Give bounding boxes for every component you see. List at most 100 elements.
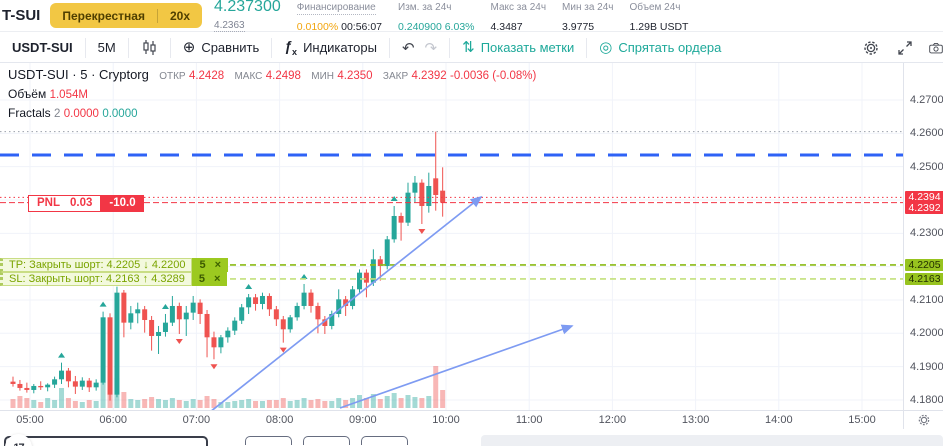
candle	[65, 370, 71, 382]
candle	[59, 370, 65, 380]
volume-bar	[162, 400, 168, 408]
low-24h-stat: Мин за 24ч 3.9775	[562, 0, 613, 36]
change-24h-pct: 6.03%	[444, 20, 475, 33]
candle	[336, 299, 342, 314]
price-chart[interactable]: USDT-SUI · 5 · Cryptorg ОТКР 4.2428 МАКС…	[0, 63, 903, 446]
toolbar-separator	[586, 37, 588, 58]
fractal-down-marker	[279, 347, 287, 353]
pnl-percent: -10.0	[101, 194, 144, 212]
volume-bar	[329, 401, 335, 408]
screenshot-button[interactable]	[929, 38, 943, 58]
volume-bar	[211, 399, 217, 408]
margin-mode[interactable]: Перекрестная	[62, 8, 145, 23]
range-button[interactable]	[361, 436, 408, 445]
fractals-label: Fractals	[8, 106, 51, 120]
volume-bar	[336, 398, 342, 408]
tp-text: TP: Закрыть шорт: 4.2205 ↓ 4.2200	[0, 257, 193, 272]
low-label: МИН	[311, 71, 335, 82]
camera-icon	[929, 42, 943, 53]
volume-bar	[253, 401, 259, 408]
volume-bar	[363, 398, 369, 408]
legend-fractals-row: Fractals 2 0.0000 0.0000	[8, 106, 536, 120]
volume-bar	[280, 398, 286, 408]
chart-style-button[interactable]	[129, 33, 170, 62]
sl-text: SL: Закрыть шорт: 4.2163 ↑ 4.3289	[0, 271, 192, 286]
volume-bar	[17, 396, 23, 408]
date-range-button[interactable]	[4, 436, 208, 446]
candle	[363, 272, 369, 283]
volume-bar	[225, 402, 231, 408]
candle	[197, 302, 203, 314]
drawings-layer[interactable]	[210, 195, 574, 410]
candle	[183, 312, 189, 320]
candle	[128, 313, 134, 323]
candle	[45, 384, 51, 388]
leverage-badge[interactable]: Перекрестная 20x	[50, 3, 203, 28]
sl-close-button[interactable]: ×	[212, 271, 228, 286]
candle	[343, 299, 349, 306]
candle	[426, 185, 432, 206]
price-badge: 4.2392	[905, 201, 943, 214]
volume-bar	[135, 400, 141, 408]
candle	[350, 289, 356, 306]
volume-bar	[273, 400, 279, 408]
range-button[interactable]	[303, 436, 350, 445]
show-labels-button[interactable]: ⇅ Показать метки	[450, 33, 586, 62]
fullscreen-button[interactable]	[895, 38, 915, 58]
open-value: 4.2428	[188, 70, 225, 82]
settings-button[interactable]	[861, 38, 881, 58]
chart-toolbar: USDT-SUI 5M ⊕ Сравнить ƒx Индикаторы ↶ ↷…	[0, 33, 943, 63]
volume-bar	[72, 401, 78, 408]
price-tick: 4.2700	[910, 94, 943, 106]
stop-loss-order[interactable]: SL: Закрыть шорт: 4.2163 ↑ 4.3289 5 ×	[0, 271, 228, 286]
trend-arrow	[211, 195, 483, 410]
bottom-panel	[481, 435, 943, 446]
candle	[211, 337, 217, 348]
price-tick: 4.2300	[910, 227, 943, 240]
axis-settings-corner[interactable]	[903, 410, 943, 429]
volume-bar	[142, 399, 148, 408]
hide-orders-button[interactable]: ◎ Спрятать ордера	[587, 33, 733, 62]
close-label: ЗАКР	[382, 71, 409, 82]
axis-gear-icon	[918, 414, 929, 426]
volume-bar	[190, 399, 196, 408]
candle	[301, 292, 307, 306]
volume-bar	[10, 399, 16, 408]
price-axis[interactable]: 4.2700 4.2600 4.2500 4.2300 4.2100 4.2000 4.19…	[903, 63, 943, 410]
take-profit-order[interactable]: TP: Закрыть шорт: 4.2205 ↓ 4.2200 5 ×	[0, 257, 229, 272]
candle	[142, 309, 148, 320]
candle	[329, 313, 335, 326]
candle	[38, 385, 44, 388]
redo-button[interactable]: ↷	[424, 39, 438, 57]
candle	[107, 317, 113, 395]
high-label: МАКС	[234, 71, 263, 82]
candle	[72, 381, 78, 387]
indicators-button[interactable]: ƒx Индикаторы	[272, 33, 389, 62]
position-pnl-label[interactable]: PNL 0.03 -10.0	[28, 194, 144, 212]
interval-button[interactable]: 5M	[97, 40, 116, 55]
fractals-param: 2	[54, 108, 61, 120]
tradingview-logo[interactable]: 17	[5, 434, 32, 446]
low-value: 4.2350	[337, 70, 373, 82]
fractal-down-marker	[418, 228, 426, 234]
bottom-toolbar-cutoff	[0, 429, 943, 446]
volume-bar	[315, 399, 321, 408]
undo-button[interactable]: ↶	[401, 39, 415, 57]
candle	[31, 385, 37, 390]
time-axis[interactable]: 05:00 06:00 07:00 08:00 09:00 10:00 11:00 12:00…	[0, 410, 903, 429]
price-tick: 4.2500	[910, 160, 943, 173]
volume-value: 1.054M	[49, 89, 88, 101]
symbol-button[interactable]: USDT-SUI	[12, 40, 73, 55]
volume-bar	[65, 398, 71, 408]
toolbar-separator	[449, 37, 451, 58]
volume-bar	[86, 400, 92, 408]
price-tick: 4.1900	[910, 360, 943, 373]
tp-close-button[interactable]: ×	[212, 257, 229, 272]
range-button[interactable]	[245, 436, 292, 445]
candle	[169, 305, 175, 323]
compare-button[interactable]: ⊕ Сравнить	[171, 33, 272, 62]
change-24h-label: Изм. за 24ч	[398, 1, 452, 13]
candle	[384, 239, 390, 266]
leverage-value[interactable]: 20x	[156, 8, 202, 23]
candle	[357, 272, 362, 290]
